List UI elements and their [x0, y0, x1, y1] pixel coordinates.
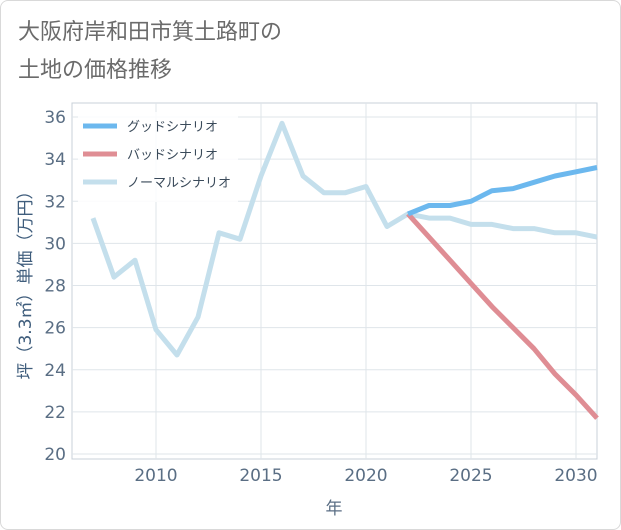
chart-title: 大阪府岸和田市箕土路町の 土地の価格推移	[18, 14, 498, 90]
chart-title-line2: 土地の価格推移	[18, 58, 173, 83]
legend-label-0: グッドシナリオ	[127, 120, 218, 135]
y-axis-label: 坪（3.3㎡）単価（万円）	[16, 182, 36, 379]
x-tick-label: 2010	[134, 466, 177, 486]
y-tick-label: 36	[44, 108, 66, 128]
y-tick-label: 32	[44, 192, 66, 212]
y-tick-label: 30	[44, 234, 66, 254]
y-tick-label: 26	[44, 319, 66, 339]
x-tick-label: 2020	[344, 466, 387, 486]
y-axis-ticks: 20 22 24 26 28 30 32 34 36	[44, 108, 66, 465]
series-line-0	[407, 165, 598, 217]
x-tick-label: 2015	[239, 466, 282, 486]
x-axis-label: 年	[326, 499, 343, 519]
y-tick-label: 20	[44, 445, 66, 465]
x-tick-label: 2025	[449, 466, 492, 486]
y-tick-label: 28	[44, 277, 66, 297]
y-tick-label: 22	[44, 403, 66, 423]
x-tick-label: 2030	[554, 466, 597, 486]
legend-label-1: バッドシナリオ	[127, 148, 218, 163]
series-lines	[90, 120, 599, 420]
x-axis-ticks: 2010 2015 2020 2025 2030	[134, 466, 597, 486]
series-line-2	[90, 120, 598, 358]
y-tick-label: 24	[44, 361, 66, 381]
y-tick-label: 34	[44, 150, 66, 170]
chart-title-line1: 大阪府岸和田市箕土路町の	[18, 20, 283, 45]
series-line-1	[406, 212, 599, 420]
legend-label-2: ノーマルシナリオ	[127, 176, 231, 191]
